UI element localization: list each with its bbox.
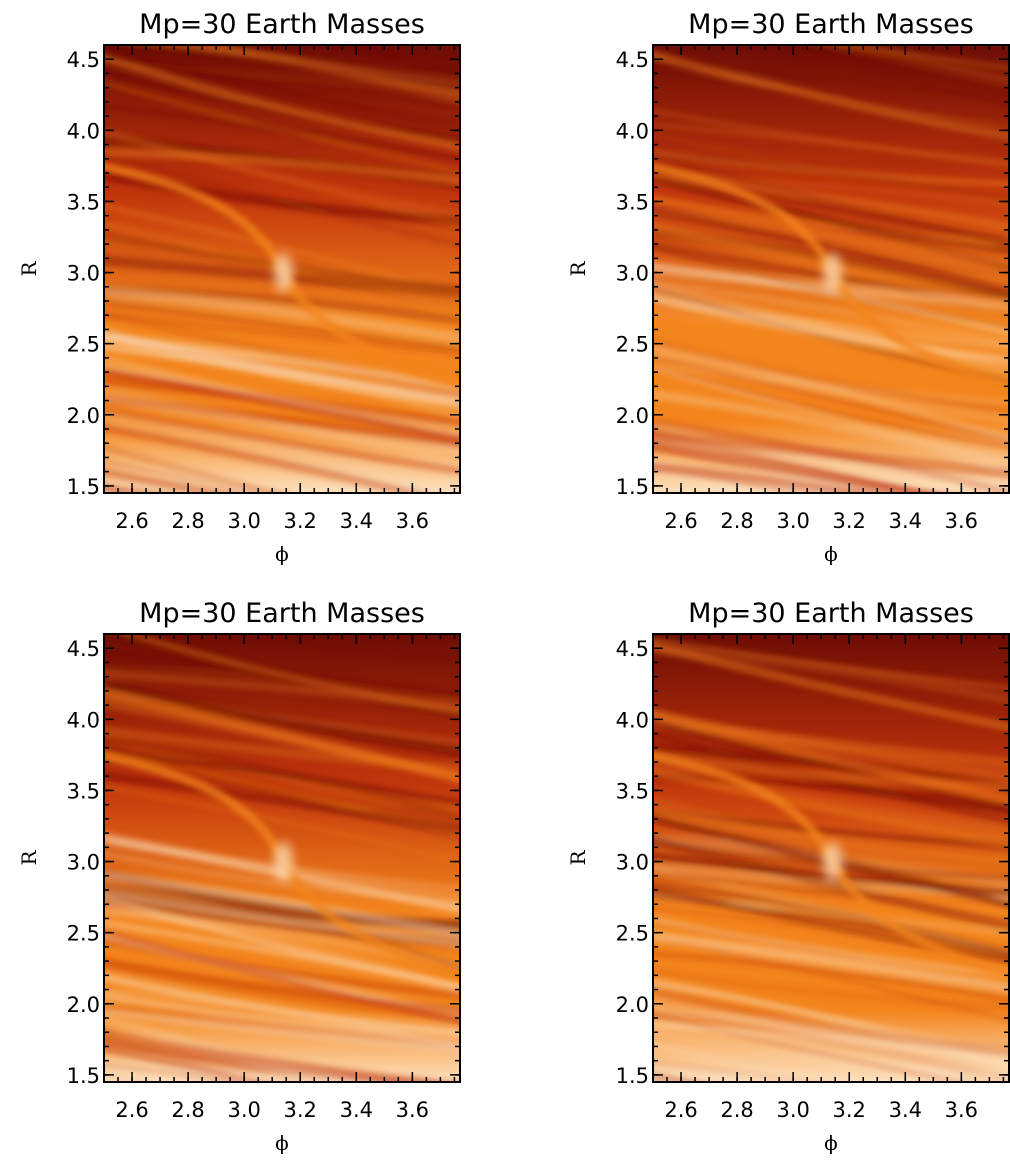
- y-tick-label: 1.5: [67, 475, 100, 499]
- y-tick-label: 2.0: [67, 404, 100, 428]
- y-tick-label: 3.5: [67, 779, 100, 803]
- x-tick-label: 3.2: [284, 1098, 317, 1122]
- y-axis-label: R: [17, 261, 41, 277]
- x-axis-label: ϕ: [824, 1131, 838, 1155]
- y-tick-label: 3.0: [67, 851, 100, 875]
- x-tick-label: 3.4: [889, 1098, 922, 1122]
- density-map: [104, 45, 460, 493]
- y-tick-label: 3.5: [616, 190, 649, 214]
- x-tick-label: 2.6: [664, 1098, 697, 1122]
- y-tick-label: 4.5: [67, 637, 100, 661]
- x-axis-label: ϕ: [824, 542, 838, 566]
- y-tick-label: 4.0: [67, 119, 100, 143]
- y-tick-label: 2.5: [67, 922, 100, 946]
- y-tick-label: 2.5: [67, 333, 100, 357]
- x-tick-label: 3.6: [945, 1098, 978, 1122]
- panel-title: Mp=30 Earth Masses: [139, 9, 425, 40]
- plot-frame: [652, 44, 1010, 494]
- x-tick-label: 3.0: [776, 509, 809, 533]
- plot-frame: [652, 633, 1010, 1083]
- density-map: [653, 634, 1009, 1082]
- x-tick-label: 2.6: [664, 509, 697, 533]
- x-tick-label: 3.0: [227, 509, 260, 533]
- x-tick-label: 3.4: [340, 509, 373, 533]
- x-tick-label: 2.6: [115, 1098, 148, 1122]
- y-tick-label: 2.5: [616, 333, 649, 357]
- y-tick-label: 1.5: [616, 475, 649, 499]
- y-tick-label: 3.5: [67, 190, 100, 214]
- panel-4: 2.6 2.8 3.0 3.2 3.4 3.6 1.5 2.0 2.5 3.0 3.5 4.0 4.5 M…: [566, 598, 1010, 1155]
- x-tick-label: 3.4: [889, 509, 922, 533]
- y-tick-label: 2.0: [616, 993, 649, 1017]
- x-tick-label: 2.8: [171, 509, 204, 533]
- y-tick-label: 3.5: [616, 779, 649, 803]
- y-tick-label: 4.5: [67, 48, 100, 72]
- y-axis-label: R: [566, 261, 590, 277]
- panel-3: 2.6 2.8 3.0 3.2 3.4 3.6 1.5 2.0 2.5 3.0 3.5 4.0 4.5 M…: [17, 598, 461, 1155]
- x-tick-label: 3.0: [776, 1098, 809, 1122]
- y-tick-label: 3.0: [616, 851, 649, 875]
- y-tick-label: 3.0: [616, 262, 649, 286]
- y-axis-label: R: [17, 850, 41, 866]
- y-tick-label: 4.5: [616, 637, 649, 661]
- x-tick-label: 3.6: [945, 509, 978, 533]
- x-tick-label: 3.0: [227, 1098, 260, 1122]
- x-tick-label: 2.8: [720, 509, 753, 533]
- y-tick-label: 4.0: [616, 119, 649, 143]
- y-tick-label: 4.0: [616, 708, 649, 732]
- x-tick-label: 2.6: [115, 509, 148, 533]
- density-map: [104, 634, 460, 1082]
- y-tick-label: 2.0: [616, 404, 649, 428]
- y-tick-label: 3.0: [67, 262, 100, 286]
- plot-frame: [103, 633, 461, 1083]
- panel-title: Mp=30 Earth Masses: [688, 598, 974, 629]
- panel-title: Mp=30 Earth Masses: [688, 9, 974, 40]
- x-tick-label: 3.4: [340, 1098, 373, 1122]
- panel-2: 2.6 2.8 3.0 3.2 3.4 3.6 1.5 2.0 2.5 3.0 3.5 4.0 4.5 M…: [566, 9, 1010, 566]
- y-tick-label: 2.5: [616, 922, 649, 946]
- y-tick-label: 2.0: [67, 993, 100, 1017]
- x-axis-label: ϕ: [275, 1131, 289, 1155]
- x-tick-label: 3.2: [284, 509, 317, 533]
- x-axis-label: ϕ: [275, 542, 289, 566]
- panel-title: Mp=30 Earth Masses: [139, 598, 425, 629]
- x-tick-label: 3.6: [396, 1098, 429, 1122]
- x-tick-label: 3.6: [396, 509, 429, 533]
- y-tick-label: 1.5: [67, 1064, 100, 1088]
- panel-1: 2.6 2.8 3.0 3.2 3.4 3.6 1.5 2.0 2.5 3.0 3.5 4.0 4.5 M…: [17, 9, 461, 566]
- y-tick-label: 4.0: [67, 708, 100, 732]
- plot-frame: [103, 44, 461, 494]
- x-tick-label: 3.2: [833, 1098, 866, 1122]
- x-tick-label: 3.2: [833, 509, 866, 533]
- density-map: [653, 45, 1009, 493]
- y-tick-label: 1.5: [616, 1064, 649, 1088]
- y-tick-label: 4.5: [616, 48, 649, 72]
- x-tick-label: 2.8: [720, 1098, 753, 1122]
- x-tick-label: 2.8: [171, 1098, 204, 1122]
- y-axis-label: R: [566, 850, 590, 866]
